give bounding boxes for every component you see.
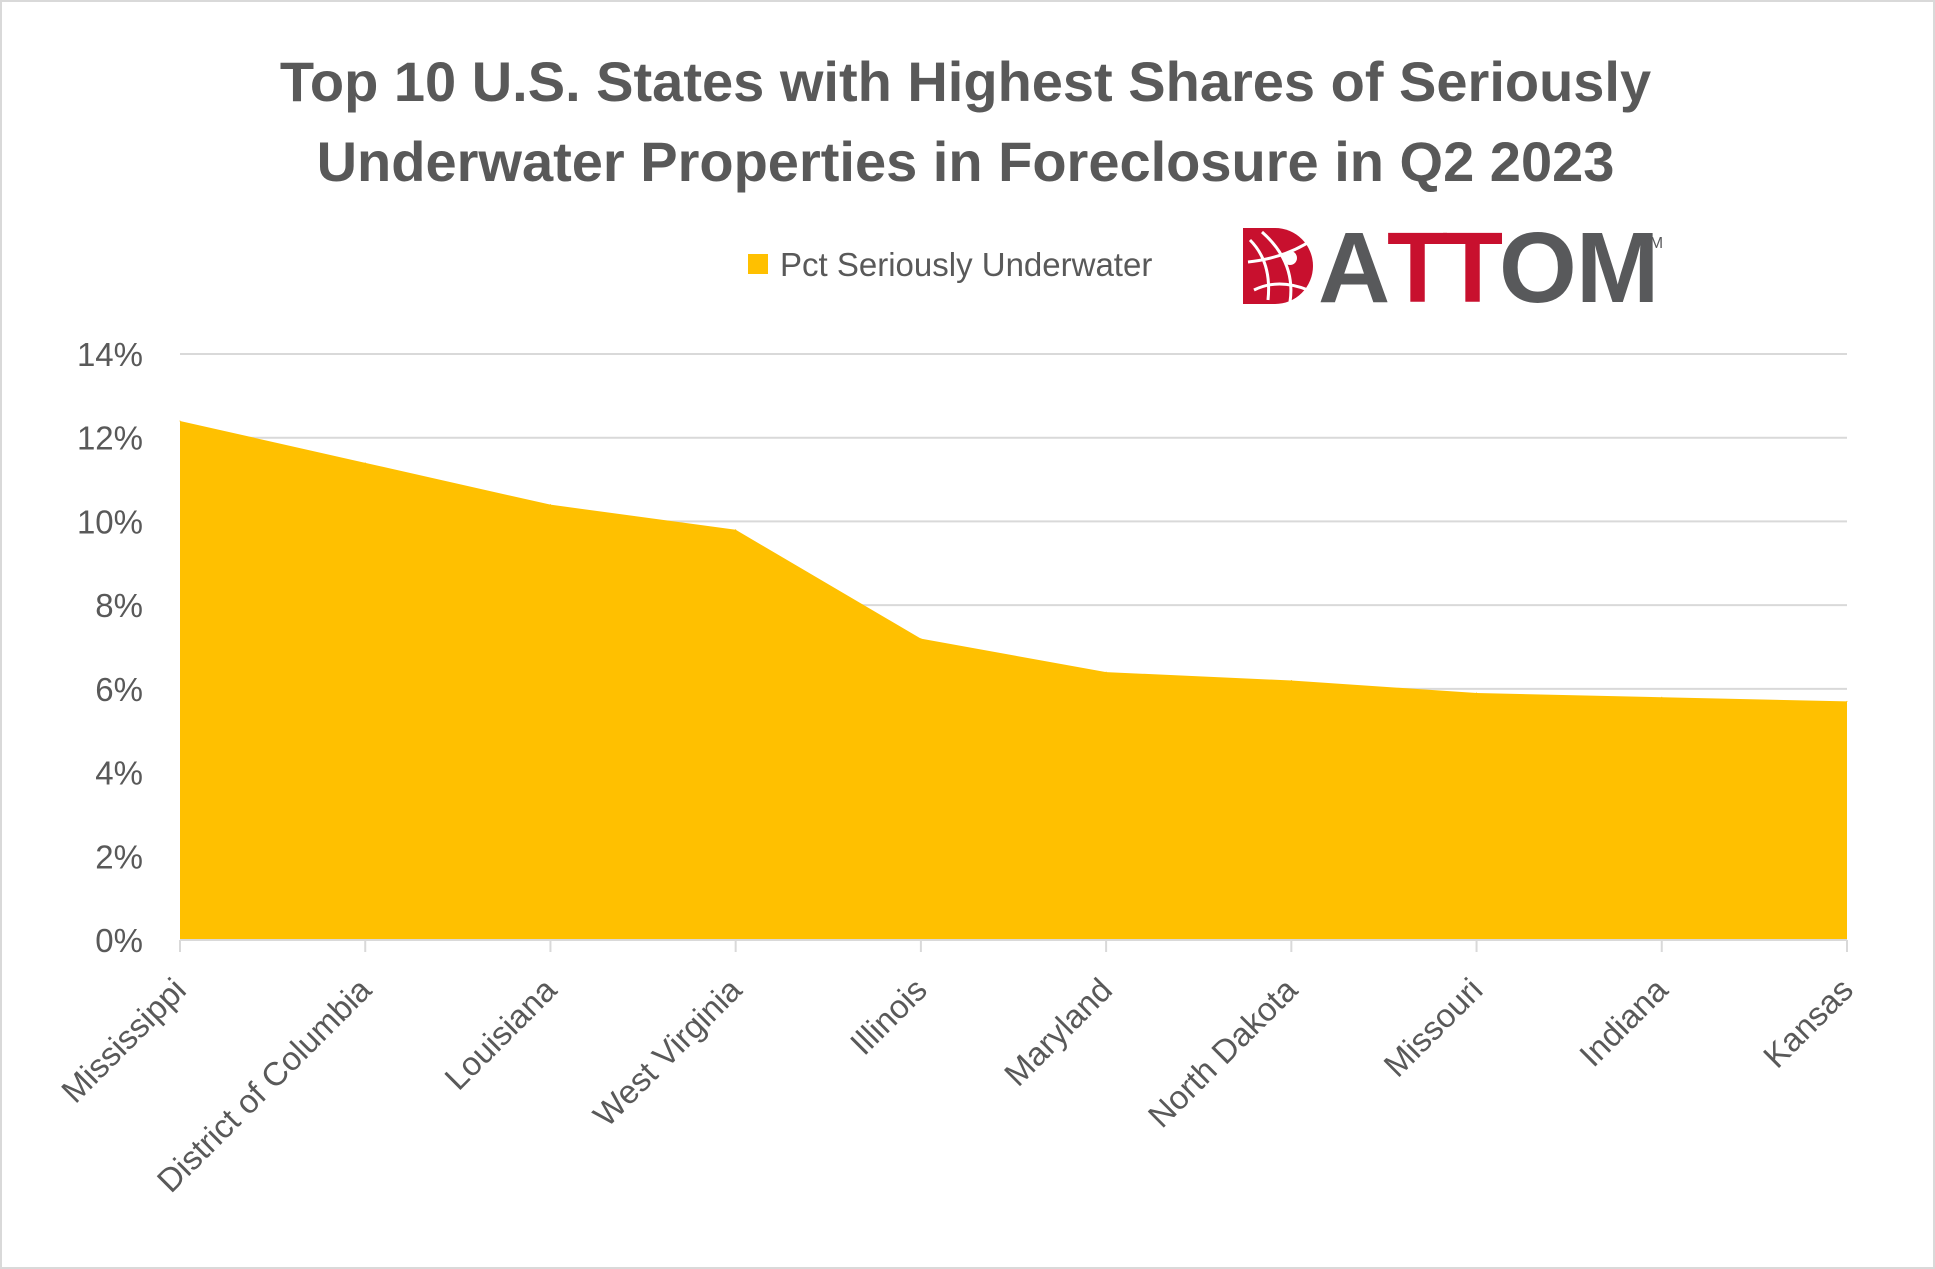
data-point-1 xyxy=(364,462,366,464)
data-point-2 xyxy=(549,504,551,506)
data-point-3 xyxy=(735,529,737,531)
logo-letter-m: M xyxy=(1576,212,1659,324)
data-point-5 xyxy=(1105,671,1107,673)
legend-label: Pct Seriously Underwater xyxy=(780,246,1152,283)
area-series xyxy=(179,420,1848,940)
y-tick-label-8: 8% xyxy=(95,587,143,624)
y-tick-label-14: 14% xyxy=(77,336,143,373)
x-tick-label-0: Mississippi xyxy=(54,971,193,1110)
logo-letter-t2: T xyxy=(1442,212,1503,324)
data-point-7 xyxy=(1476,692,1478,694)
data-point-4 xyxy=(920,638,922,640)
y-tick-label-6: 6% xyxy=(95,671,143,708)
x-tick-label-9: Kansas xyxy=(1756,971,1860,1075)
attom-globe-icon xyxy=(1243,228,1313,304)
x-tick-label-7: Missouri xyxy=(1376,971,1489,1084)
x-tick-label-4: Illinois xyxy=(843,971,934,1062)
x-tick-label-8: Indiana xyxy=(1572,970,1675,1073)
data-point-6 xyxy=(1290,679,1292,681)
y-tick-label-0: 0% xyxy=(95,922,143,959)
legend: Pct Seriously Underwater xyxy=(748,246,1152,283)
y-tick-label-2: 2% xyxy=(95,838,143,875)
data-point-9 xyxy=(1846,700,1848,702)
chart-title: Top 10 U.S. States with Highest Shares o… xyxy=(0,42,1931,202)
logo-letter-o: O xyxy=(1499,212,1577,324)
area-fill xyxy=(180,420,1847,940)
data-point-0 xyxy=(179,420,181,422)
x-tick-label-2: Louisiana xyxy=(437,970,564,1097)
x-tick-label-3: West Virginia xyxy=(586,970,749,1133)
y-tick-label-12: 12% xyxy=(77,420,143,457)
chart-title-line-2: Underwater Properties in Foreclosure in … xyxy=(316,130,1615,193)
logo-letter-a: A xyxy=(1318,212,1390,324)
x-tick-label-5: Maryland xyxy=(997,971,1119,1093)
x-tick-label-6: North Dakota xyxy=(1141,970,1305,1134)
chart-title-line-1: Top 10 U.S. States with Highest Shares o… xyxy=(279,50,1652,113)
data-point-8 xyxy=(1661,696,1663,698)
attom-logo: A T T O M TM xyxy=(1243,212,1663,324)
y-tick-label-10: 10% xyxy=(77,503,143,540)
logo-letter-t1: T xyxy=(1387,212,1448,324)
y-tick-label-4: 4% xyxy=(95,755,143,792)
logo-trademark: TM xyxy=(1640,235,1663,252)
legend-swatch xyxy=(748,254,768,274)
